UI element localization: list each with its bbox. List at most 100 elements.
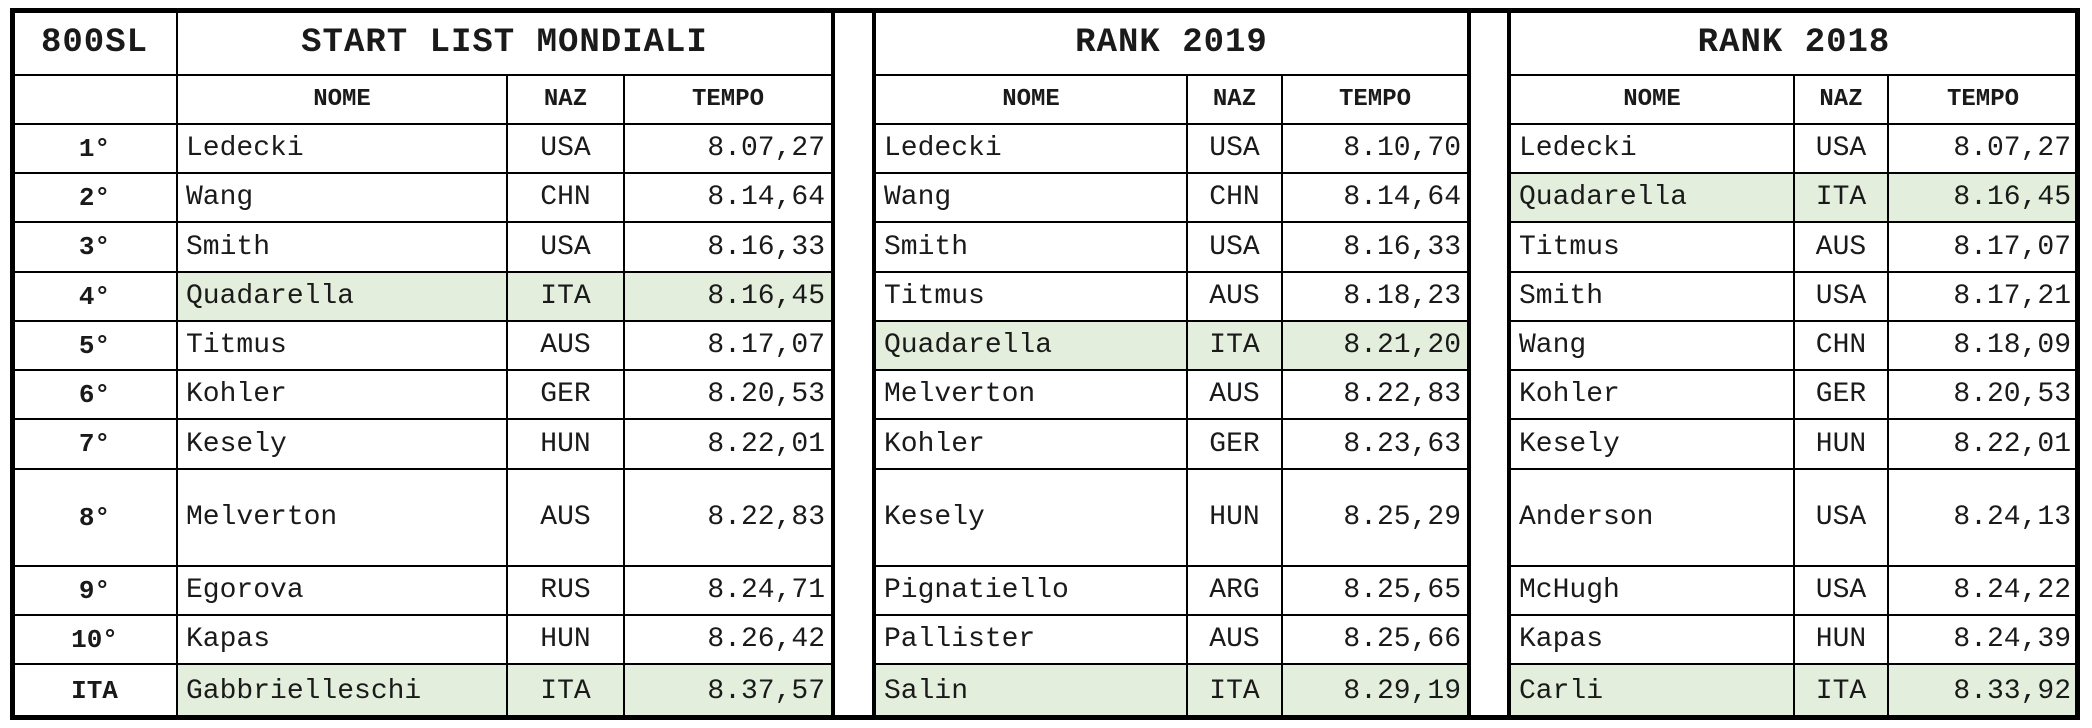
cell-tempo: 8.10,70 [1281,123,1469,174]
column-header-nome: NOME [874,74,1188,125]
cell-nome: Smith [176,221,508,273]
cell-nome: Kesely [1509,418,1795,470]
cell-nome: Kohler [1509,369,1795,420]
cell-naz: USA [1793,565,1889,616]
cell-nome: Kesely [874,468,1188,567]
cell-naz: GER [1186,418,1283,470]
cell-naz: USA [506,221,625,273]
cell-naz: ITA [506,271,625,322]
rank-label: 8° [11,468,178,567]
cell-tempo: 8.16,33 [623,221,833,273]
cell-tempo: 8.24,13 [1887,468,2079,567]
cell-nome: Wang [874,172,1188,223]
cell-nome: Kapas [176,614,508,665]
cell-tempo: 8.16,33 [1281,221,1469,273]
cell-nome: Quadarella [176,271,508,322]
cell-tempo: 8.21,20 [1281,320,1469,371]
cell-nome: Titmus [1509,221,1795,273]
cell-naz: AUS [506,468,625,567]
cell-tempo: 8.24,39 [1887,614,2079,665]
cell-nome: Salin [874,663,1188,719]
column-header-naz: NAZ [506,74,625,125]
cell-tempo: 8.25,29 [1281,468,1469,567]
cell-nome: Ledecki [176,123,508,174]
cell-naz: AUS [1186,271,1283,322]
cell-tempo: 8.24,71 [623,565,833,616]
cell-tempo: 8.23,63 [1281,418,1469,470]
rank-label: 1° [11,123,178,174]
cell-tempo: 8.18,23 [1281,271,1469,322]
cell-naz: AUS [506,320,625,371]
column-header-naz: NAZ [1186,74,1283,125]
cell-naz: AUS [1186,614,1283,665]
cell-tempo: 8.16,45 [1887,172,2079,223]
cell-nome: Ledecki [1509,123,1795,174]
cell-naz: HUN [506,418,625,470]
cell-naz: GER [506,369,625,420]
rank-label: 3° [11,221,178,273]
column-header-nome: NOME [1509,74,1795,125]
rank-label: 10° [11,614,178,665]
cell-tempo: 8.17,07 [1887,221,2079,273]
cell-naz: ARG [1186,565,1283,616]
cell-naz: HUN [1186,468,1283,567]
rank-label: ITA [11,663,178,719]
cell-nome: Ledecki [874,123,1188,174]
cell-naz: ITA [506,663,625,719]
cell-naz: AUS [1186,369,1283,420]
cell-naz: ITA [1793,172,1889,223]
cell-nome: Egorova [176,565,508,616]
rank-label: 9° [11,565,178,616]
cell-naz: USA [1793,468,1889,567]
cell-naz: ITA [1186,663,1283,719]
cell-naz: CHN [506,172,625,223]
section-separator [1468,10,1510,718]
cell-tempo: 8.14,64 [1281,172,1469,223]
cell-nome: Smith [874,221,1188,273]
cell-naz: ITA [1793,663,1889,719]
cell-naz: AUS [1793,221,1889,273]
cell-nome: Kohler [874,418,1188,470]
cell-tempo: 8.07,27 [623,123,833,174]
cell-nome: Titmus [176,320,508,371]
cell-nome: Carli [1509,663,1795,719]
cell-nome: Smith [1509,271,1795,322]
cell-nome: Melverton [874,369,1188,420]
cell-tempo: 8.22,83 [1281,369,1469,420]
cell-tempo: 8.25,65 [1281,565,1469,616]
cell-nome: Pignatiello [874,565,1188,616]
cell-nome: Kesely [176,418,508,470]
cell-tempo: 8.07,27 [1887,123,2079,174]
rank-label: 6° [11,369,178,420]
cell-nome: Gabbrielleschi [176,663,508,719]
cell-tempo: 8.29,19 [1281,663,1469,719]
cell-nome: Kapas [1509,614,1795,665]
cell-naz: CHN [1793,320,1889,371]
column-header-tempo: TEMPO [1887,74,2079,125]
cell-nome: Pallister [874,614,1188,665]
cell-naz: USA [1793,123,1889,174]
cell-nome: Wang [1509,320,1795,371]
rank-label: 4° [11,271,178,322]
section-title-rank-2019: RANK 2019 [874,9,1469,76]
column-header-tempo: TEMPO [1281,74,1469,125]
cell-tempo: 8.22,01 [623,418,833,470]
cell-tempo: 8.20,53 [623,369,833,420]
section-title-start-list: START LIST MONDIALI [176,9,833,76]
rank-label: 5° [11,320,178,371]
cell-tempo: 8.18,09 [1887,320,2079,371]
cell-naz: USA [1793,271,1889,322]
cell-naz: USA [506,123,625,174]
cell-tempo: 8.17,21 [1887,271,2079,322]
cell-naz: USA [1186,221,1283,273]
column-header-tempo: TEMPO [623,74,833,125]
results-table: 800SL 1° 2° 3° 4° 5° 6° 7° 8° 9° 10° ITA START LIST … [10,8,2080,720]
cell-tempo: 8.22,83 [623,468,833,567]
cell-naz: RUS [506,565,625,616]
cell-tempo: 8.20,53 [1887,369,2079,420]
cell-tempo: 8.33,92 [1887,663,2079,719]
section-title-rank-2018: RANK 2018 [1509,9,2079,76]
cell-nome: Quadarella [1509,172,1795,223]
cell-naz: USA [1186,123,1283,174]
cell-tempo: 8.25,66 [1281,614,1469,665]
